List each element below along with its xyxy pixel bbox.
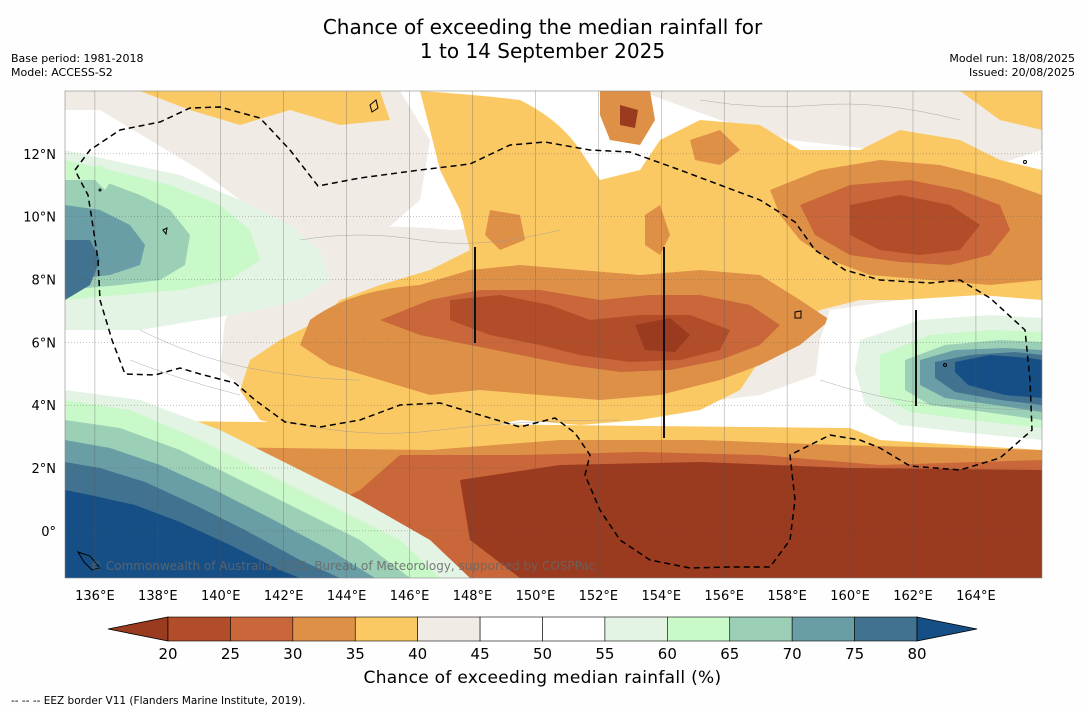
colorbar-tick-label: 35 [346, 645, 365, 663]
eez-legend-note: -- -- -- EEZ border V11 (Flanders Marine… [11, 695, 306, 707]
colorbar-bin [604, 616, 668, 642]
latitude-label: 12°N [23, 148, 56, 163]
issued-label: Issued: 20/08/2025 [968, 66, 1075, 79]
longitude-label: 140°E [201, 589, 241, 604]
colorbar-tick-label: 55 [595, 645, 614, 663]
colorbar: 20 25 30 35 40 45 50 55 60 65 70 75 80 [107, 616, 978, 663]
model-run-label: Model run: 18/08/2025 [949, 52, 1075, 65]
longitude-label: 156°E [704, 589, 744, 604]
title-line-1: Chance of exceeding the median rainfall … [322, 15, 763, 39]
copyright-notice: © Commonwealth of Australia 2025, Bureau… [90, 559, 595, 573]
title-line-2: 1 to 14 September 2025 [419, 39, 666, 63]
latitude-label: 2°N [32, 462, 57, 477]
east-wet-region [815, 295, 1042, 450]
longitude-label: 150°E [516, 589, 556, 604]
latitude-labels: 12°N 10°N 8°N 6°N 4°N 2°N 0° [23, 148, 56, 540]
feature-lines [474, 247, 917, 438]
longitude-label: 162°E [893, 589, 933, 604]
colorbar-tick-label: 45 [471, 645, 490, 663]
longitude-label: 142°E [264, 589, 304, 604]
colorbar-bin [854, 616, 918, 642]
colorbar-tick-label: 75 [845, 645, 864, 663]
latitude-label: 4°N [32, 399, 57, 414]
longitude-label: 158°E [767, 589, 807, 604]
colorbar-bin [667, 616, 731, 642]
latitude-label: 8°N [32, 274, 57, 289]
rainfall-probability-field: © Commonwealth of Australia 2025, Bureau… [65, 91, 1042, 578]
colorbar-tick-label: 25 [221, 645, 240, 663]
model-info: Base period: 1981-2018 Model: ACCESS-S2 [11, 52, 143, 80]
colorbar-low-extension [107, 616, 169, 642]
map-frame [64, 90, 1043, 579]
colorbar-title: Chance of exceeding median rainfall (%) [363, 668, 722, 688]
colorbar-bin [791, 616, 855, 642]
colorbar-tick-label: 50 [533, 645, 552, 663]
longitude-label: 136°E [75, 589, 115, 604]
contour-lines [129, 99, 1042, 434]
colorbar-bin [479, 616, 543, 642]
colorbar-bin [542, 616, 606, 642]
latitude-label: 10°N [23, 211, 56, 226]
latitude-label: 0° [41, 525, 56, 540]
islands [76, 99, 1027, 571]
colorbar-bin [292, 616, 356, 642]
longitude-label: 154°E [642, 589, 682, 604]
longitude-label: 152°E [579, 589, 619, 604]
base-period-label: Base period: 1981-2018 [11, 52, 144, 65]
colorbar-tick-label: 80 [907, 645, 926, 663]
colorbar-tick-label: 65 [720, 645, 739, 663]
colorbar-tick-label: 40 [408, 645, 427, 663]
longitude-labels: 136°E 138°E 140°E 142°E 144°E 146°E 148°E 150°E… [75, 589, 996, 604]
longitude-label: 144°E [327, 589, 367, 604]
colorbar-bin [729, 616, 793, 642]
longitude-label: 148°E [453, 589, 493, 604]
colorbar-tick-label: 20 [158, 645, 177, 663]
band-20-25 [450, 105, 1042, 578]
longitude-label: 138°E [138, 589, 178, 604]
model-label: Model: ACCESS-S2 [11, 66, 113, 79]
longitude-label: 160°E [830, 589, 870, 604]
longitude-label: 164°E [956, 589, 996, 604]
eez-border-line [74, 106, 1033, 569]
graticule [65, 91, 1042, 578]
latitude-label: 6°N [32, 336, 57, 351]
colorbar-tick-label: 60 [658, 645, 677, 663]
colorbar-bin [230, 616, 294, 642]
colorbar-tick-label: 70 [783, 645, 802, 663]
colorbar-bin [167, 616, 231, 642]
colorbar-bin [354, 616, 418, 642]
colorbar-bin [417, 616, 481, 642]
longitude-label: 146°E [390, 589, 430, 604]
run-info: Model run: 18/08/2025 Issued: 20/08/2025 [949, 52, 1075, 80]
colorbar-high-extension [916, 616, 978, 642]
colorbar-tick-label: 30 [283, 645, 302, 663]
